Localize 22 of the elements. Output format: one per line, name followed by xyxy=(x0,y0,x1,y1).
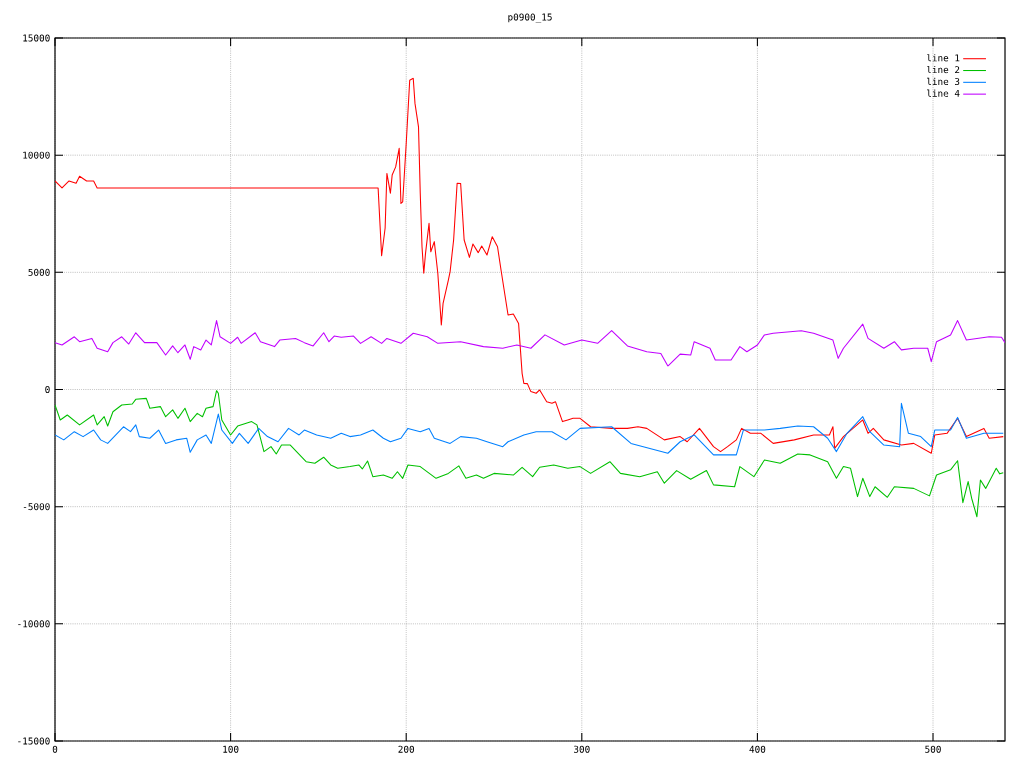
y-tick-label: 15000 xyxy=(23,34,50,42)
line-series xyxy=(55,402,1004,456)
x-tick-label: 500 xyxy=(925,745,941,753)
legend-label: line 3 xyxy=(927,77,960,86)
y-tick-label: 5000 xyxy=(28,268,50,276)
y-tick-label: 0 xyxy=(45,385,50,394)
chart-title: p0900_15 xyxy=(508,13,552,23)
y-tick-label: -5000 xyxy=(23,503,50,511)
y-tick-label: -10000 xyxy=(18,620,50,628)
legend-label: line 1 xyxy=(927,54,960,62)
x-tick-label: 100 xyxy=(223,745,239,753)
legend-label: line 2 xyxy=(927,65,960,74)
x-tick-label: 0 xyxy=(52,745,58,753)
x-tick-label: 400 xyxy=(749,745,766,753)
y-tick-label: -15000 xyxy=(18,737,50,745)
y-tick-label: 10000 xyxy=(23,151,50,159)
x-tick-label: 200 xyxy=(398,745,415,753)
line-series xyxy=(55,77,1004,454)
line-series xyxy=(55,390,1004,518)
line-series xyxy=(55,320,1006,367)
legend-label: line 4 xyxy=(927,89,960,97)
x-tick-label: 300 xyxy=(574,745,590,753)
